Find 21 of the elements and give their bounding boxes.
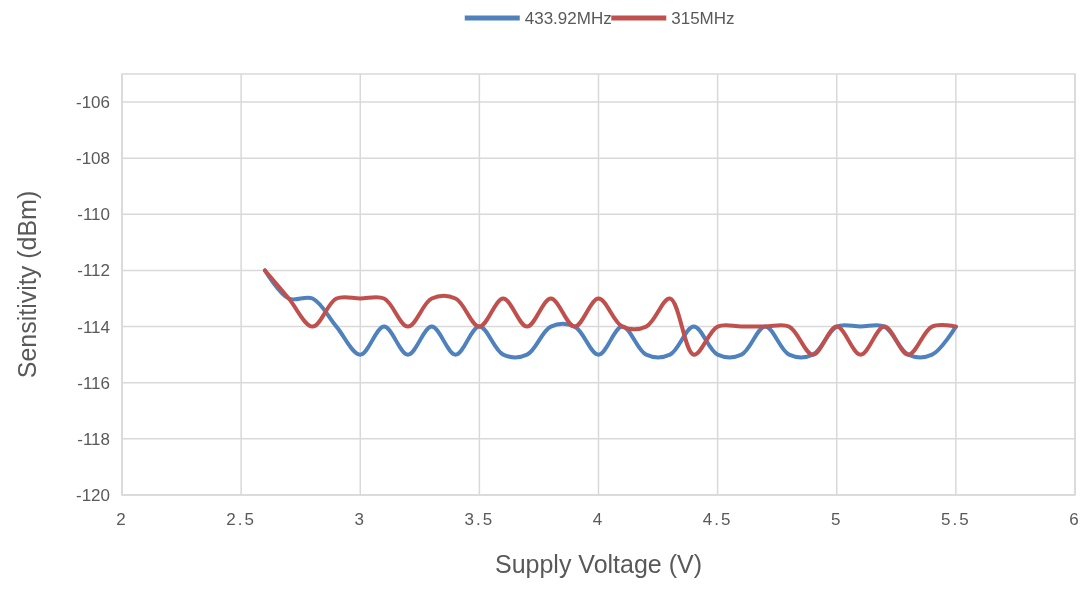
y-tick-label: -112 xyxy=(77,261,110,281)
y-tick-label: -118 xyxy=(77,429,110,449)
y-tick-label: -114 xyxy=(77,317,110,337)
x-axis-title: Supply Voltage (V) xyxy=(494,550,703,578)
x-tick-label: 3.5 xyxy=(464,510,495,529)
x-tick-label: 2.5 xyxy=(226,510,256,529)
y-tick-label: -116 xyxy=(77,373,110,393)
x-tick-label: 6 xyxy=(1069,510,1081,529)
x-tick-label: 4.5 xyxy=(702,510,733,529)
legend-label: 433.92MHz xyxy=(524,9,612,28)
y-tick-label: -108 xyxy=(75,149,110,169)
y-tick-label: -120 xyxy=(75,486,110,505)
y-tick-label: -106 xyxy=(75,93,110,113)
x-tick-label: 4 xyxy=(592,510,605,529)
x-tick-label: 2 xyxy=(116,510,128,529)
x-tick-label: 3 xyxy=(354,510,366,529)
x-tick-label: 5 xyxy=(831,510,843,529)
x-tick-label: 5.5 xyxy=(941,510,971,529)
legend-label: 315MHz xyxy=(671,9,735,28)
y-axis-title: Sensitivity (dBm) xyxy=(13,190,41,379)
y-tick-label: -110 xyxy=(77,205,110,225)
